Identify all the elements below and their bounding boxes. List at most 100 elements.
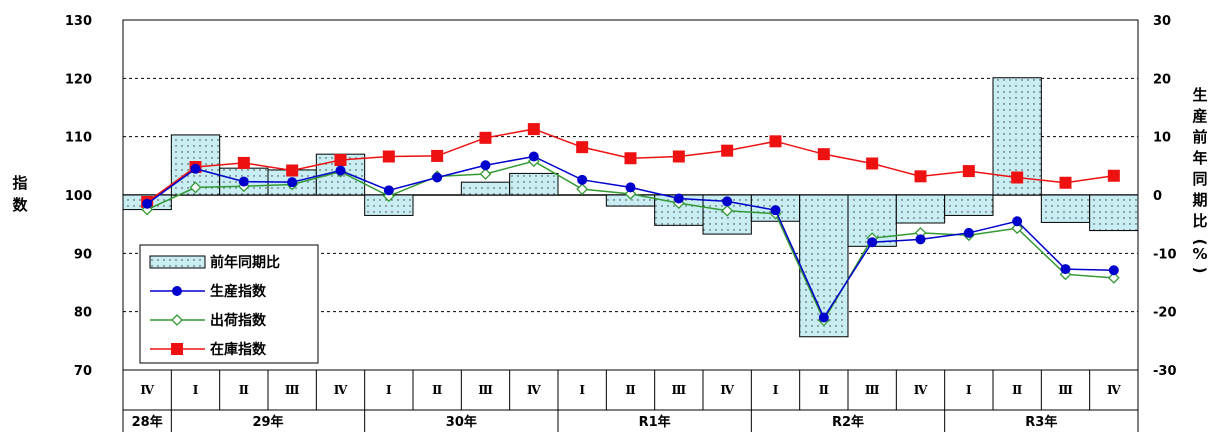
point	[769, 135, 782, 148]
quarter-label: Ⅰ	[579, 383, 585, 397]
point	[480, 160, 491, 171]
quarter-label: Ⅳ	[720, 383, 734, 397]
point	[382, 150, 395, 163]
point	[528, 151, 539, 162]
left-axis-ticks: 130 120 110 100 90 80 70	[65, 14, 92, 379]
point	[1107, 169, 1120, 182]
right-axis-label-char: 生	[1192, 86, 1207, 104]
quarter-label: Ⅳ	[914, 383, 928, 397]
right-axis-label-char: 前	[1192, 128, 1207, 146]
point	[672, 150, 685, 163]
point	[189, 181, 202, 194]
legend-marker	[172, 286, 182, 296]
quarter-label: Ⅲ	[865, 383, 880, 397]
left-axis-label: 指 数	[12, 174, 28, 214]
quarter-label: Ⅰ	[386, 383, 392, 397]
legend-label: 在庫指数	[210, 341, 267, 358]
legend-label: 前年同期比	[210, 254, 280, 271]
point	[817, 148, 830, 161]
point	[624, 152, 637, 165]
point	[625, 182, 636, 193]
quarter-label: Ⅳ	[334, 383, 348, 397]
point	[576, 141, 589, 154]
point	[432, 172, 443, 183]
quarter-label: Ⅰ	[966, 383, 972, 397]
left-axis-label-char: 指	[12, 174, 27, 192]
right-tick-label: 10	[1153, 131, 1171, 146]
point	[1011, 222, 1024, 235]
legend-label: 生産指数	[210, 283, 267, 300]
quarter-label: Ⅱ	[819, 383, 829, 397]
quarter-label: Ⅱ	[432, 383, 442, 397]
year-label: 30年	[446, 414, 477, 430]
right-axis-ticks: 30 20 10 0 -10 -20 -30	[1153, 14, 1177, 379]
legend-marker	[171, 343, 183, 355]
year-label: R1年	[639, 414, 671, 430]
right-axis-label-char: %	[1192, 245, 1207, 263]
left-tick-label: 80	[74, 306, 92, 321]
quarter-label: Ⅳ	[1107, 383, 1121, 397]
point	[1059, 176, 1072, 189]
point	[721, 204, 734, 217]
quarter-label: Ⅳ	[140, 383, 154, 397]
right-axis-label-char: 同	[1192, 170, 1207, 188]
quarter-label: Ⅱ	[1012, 383, 1022, 397]
point	[962, 165, 975, 178]
point	[334, 154, 347, 166]
legend-label: 出荷指数	[210, 312, 267, 329]
left-tick-label: 70	[74, 364, 92, 379]
point	[286, 164, 299, 177]
point	[335, 165, 346, 176]
point	[1107, 271, 1120, 284]
bar	[460, 181, 511, 196]
point	[722, 196, 733, 207]
year-label: R3年	[1025, 414, 1057, 430]
quarter-label: Ⅲ	[285, 383, 300, 397]
line-series	[141, 123, 1120, 327]
point	[818, 312, 829, 323]
left-tick-label: 100	[65, 189, 92, 204]
bar	[895, 194, 946, 224]
quarter-label: Ⅲ	[1058, 383, 1073, 397]
right-tick-label: 20	[1153, 72, 1171, 87]
left-tick-label: 90	[74, 247, 92, 262]
right-axis-label-char: (	[1191, 239, 1209, 246]
bar	[1040, 194, 1091, 223]
point	[673, 193, 684, 204]
right-tick-label: -10	[1153, 247, 1177, 262]
point	[1108, 265, 1119, 276]
point	[238, 176, 249, 187]
point	[1012, 216, 1023, 227]
quarter-label: Ⅲ	[672, 383, 687, 397]
point	[527, 123, 540, 136]
point	[142, 198, 153, 209]
point	[866, 157, 879, 170]
legend-marker	[171, 314, 183, 326]
right-axis-label-char: 年	[1192, 149, 1207, 167]
point	[867, 237, 878, 248]
bar	[944, 194, 994, 216]
point	[237, 156, 250, 169]
point	[577, 174, 588, 185]
year-label: 28年	[132, 414, 163, 430]
quarter-label: Ⅰ	[773, 383, 779, 397]
right-axis-label-char: 比	[1192, 212, 1207, 230]
point	[383, 185, 394, 196]
point	[1060, 264, 1071, 275]
bar	[509, 172, 559, 196]
year-label: R2年	[832, 414, 864, 430]
point	[431, 149, 444, 162]
point	[576, 183, 589, 196]
quarter-label: Ⅳ	[527, 383, 541, 397]
point	[479, 131, 492, 144]
bar	[1089, 194, 1139, 232]
point	[287, 177, 298, 188]
right-tick-label: -20	[1153, 306, 1177, 321]
quarter-label: Ⅲ	[478, 383, 493, 397]
left-tick-label: 110	[65, 131, 92, 146]
right-axis-label-char: )	[1191, 267, 1209, 274]
year-label: 29年	[252, 414, 283, 430]
